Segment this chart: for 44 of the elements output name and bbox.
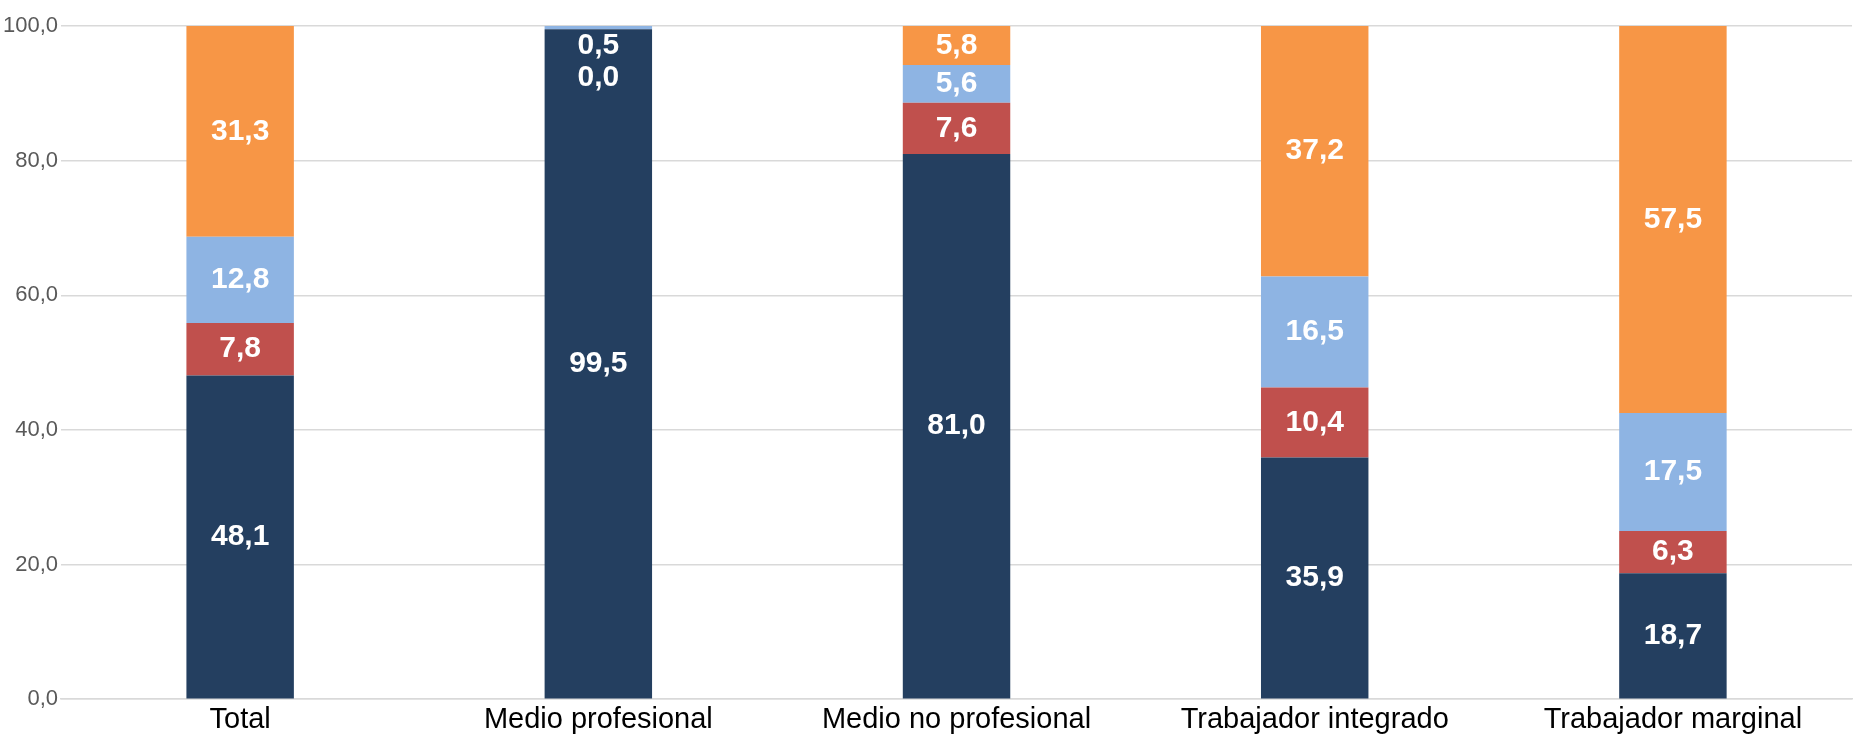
y-tick-label: 40,0 — [15, 415, 59, 441]
data-label: 57,5 — [1643, 200, 1703, 234]
x-tick-label: Medio no profesional — [821, 701, 1092, 734]
bar — [186, 375, 294, 699]
data-label: 7,8 — [219, 330, 262, 364]
data-label: 7,6 — [935, 109, 978, 143]
data-label: 31,3 — [210, 112, 270, 146]
data-label: 17,5 — [1643, 453, 1703, 487]
data-label: 0,0 — [577, 59, 620, 93]
data-label: 5,8 — [935, 27, 978, 61]
y-tick-label: 80,0 — [15, 146, 59, 172]
y-tick-label: 0,0 — [27, 685, 59, 711]
bar — [1619, 26, 1727, 414]
data-label: 99,5 — [569, 345, 628, 379]
data-label: 35,9 — [1285, 559, 1344, 593]
bar — [1260, 387, 1369, 458]
bar — [186, 26, 294, 237]
bar — [186, 322, 294, 376]
bar — [902, 153, 1011, 699]
data-label: 0,5 — [577, 27, 620, 61]
bar — [1619, 413, 1727, 531]
x-tick-label: Trabajador marginal — [1543, 701, 1803, 734]
bar — [902, 102, 1011, 154]
bar — [1260, 276, 1369, 388]
x-tick-label: Trabajador integrado — [1180, 701, 1449, 734]
bar — [186, 236, 294, 323]
x-tick-label: Medio profesional — [483, 701, 713, 734]
data-label: 16,5 — [1285, 313, 1344, 347]
data-label: 48,1 — [210, 518, 270, 552]
data-label: 37,2 — [1285, 132, 1344, 166]
x-tick-label: Total — [209, 701, 271, 734]
data-label: 81,0 — [927, 407, 986, 441]
data-label: 12,8 — [210, 261, 270, 295]
y-tick-label: 100,0 — [2, 12, 59, 38]
y-tick-label: 60,0 — [15, 281, 59, 307]
data-label: 6,3 — [1652, 533, 1694, 567]
data-label: 5,6 — [935, 65, 978, 99]
bar — [1619, 573, 1727, 699]
bar — [1260, 26, 1369, 277]
data-label: 10,4 — [1285, 403, 1345, 437]
bar — [1260, 457, 1369, 699]
y-tick-label: 20,0 — [15, 550, 59, 576]
bar — [544, 29, 653, 699]
data-label: 18,7 — [1643, 617, 1703, 651]
